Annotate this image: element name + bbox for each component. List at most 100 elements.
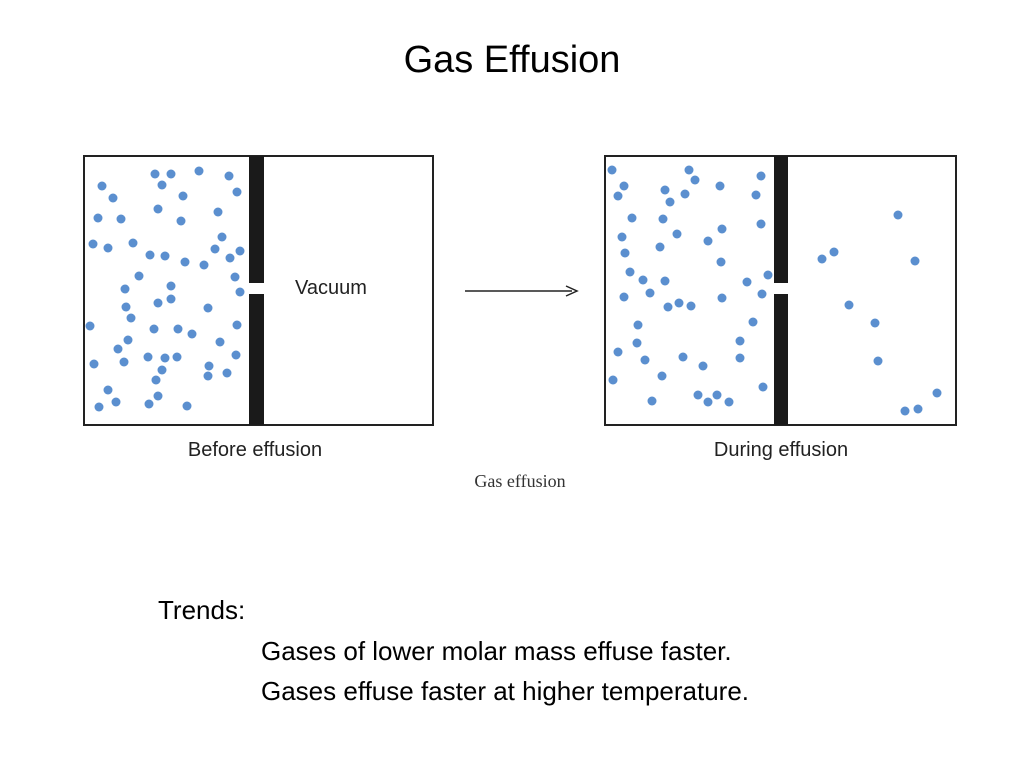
molecule (756, 219, 766, 229)
molecule (103, 243, 113, 253)
molecule (153, 204, 163, 214)
molecule (844, 300, 854, 310)
molecule (121, 302, 131, 312)
molecule (145, 250, 155, 260)
molecule (716, 257, 726, 267)
molecule (873, 356, 883, 366)
molecule (88, 239, 98, 249)
molecule (619, 181, 629, 191)
molecule (160, 251, 170, 261)
molecule (113, 344, 123, 354)
molecule (645, 288, 655, 298)
molecule (153, 391, 163, 401)
molecule (217, 232, 227, 242)
molecule (120, 284, 130, 294)
molecule (613, 347, 623, 357)
molecule (619, 292, 629, 302)
molecule (703, 236, 713, 246)
molecule (213, 207, 223, 217)
molecule (632, 338, 642, 348)
molecule (724, 397, 734, 407)
molecule (742, 277, 752, 287)
molecule (210, 244, 220, 254)
molecule (712, 390, 722, 400)
arrow-head (565, 285, 579, 297)
molecule (690, 175, 700, 185)
molecule (756, 171, 766, 181)
molecule (116, 214, 126, 224)
trend-item: Gases of lower molar mass effuse faster. (261, 636, 732, 666)
molecule (703, 397, 713, 407)
molecule (232, 320, 242, 330)
vacuum-label: Vacuum (295, 277, 367, 299)
molecule (180, 257, 190, 267)
right-wall-top (774, 156, 788, 283)
figure-caption: Gas effusion (474, 471, 565, 491)
molecule (199, 260, 209, 270)
molecule (85, 321, 95, 331)
molecule (128, 238, 138, 248)
trend-item: Gases effuse faster at higher temperatur… (261, 676, 749, 706)
molecule (224, 171, 234, 181)
molecule (680, 189, 690, 199)
molecule (89, 359, 99, 369)
molecule (166, 294, 176, 304)
molecule (194, 166, 204, 176)
molecule (625, 267, 635, 277)
molecule (150, 169, 160, 179)
molecule (698, 361, 708, 371)
molecule (693, 390, 703, 400)
molecule (751, 190, 761, 200)
molecule (182, 401, 192, 411)
molecule (149, 324, 159, 334)
during-label: During effusion (714, 439, 848, 461)
right-wall-bottom (774, 294, 788, 425)
molecule (166, 169, 176, 179)
molecule (232, 187, 242, 197)
molecule (735, 353, 745, 363)
molecule (655, 242, 665, 252)
molecule (686, 301, 696, 311)
molecule (153, 298, 163, 308)
molecule (157, 180, 167, 190)
molecule (119, 357, 129, 367)
molecule (663, 302, 673, 312)
molecule (166, 281, 176, 291)
molecule (763, 270, 773, 280)
molecule (204, 361, 214, 371)
molecule (910, 256, 920, 266)
molecule (647, 396, 657, 406)
molecule (172, 352, 182, 362)
slide-title: Gas Effusion (404, 39, 621, 81)
molecule (123, 335, 133, 345)
molecule (94, 402, 104, 412)
trends-heading: Trends: (158, 595, 245, 625)
molecule (638, 275, 648, 285)
molecule (660, 185, 670, 195)
molecule (235, 287, 245, 297)
molecule (134, 271, 144, 281)
molecule (640, 355, 650, 365)
molecule (144, 399, 154, 409)
molecule (748, 317, 758, 327)
molecule (157, 365, 167, 375)
molecule (757, 289, 767, 299)
molecule (627, 213, 637, 223)
molecule (215, 337, 225, 347)
molecule (658, 214, 668, 224)
molecule (678, 352, 688, 362)
molecule (913, 404, 923, 414)
molecule (97, 181, 107, 191)
left-wall-top (249, 156, 264, 283)
molecule (893, 210, 903, 220)
molecule (672, 229, 682, 239)
molecule (717, 293, 727, 303)
molecule (126, 313, 136, 323)
molecule (222, 368, 232, 378)
molecule (173, 324, 183, 334)
left-wall-bottom (249, 294, 264, 425)
molecule (817, 254, 827, 264)
before-label: Before effusion (188, 439, 322, 461)
molecule (717, 224, 727, 234)
